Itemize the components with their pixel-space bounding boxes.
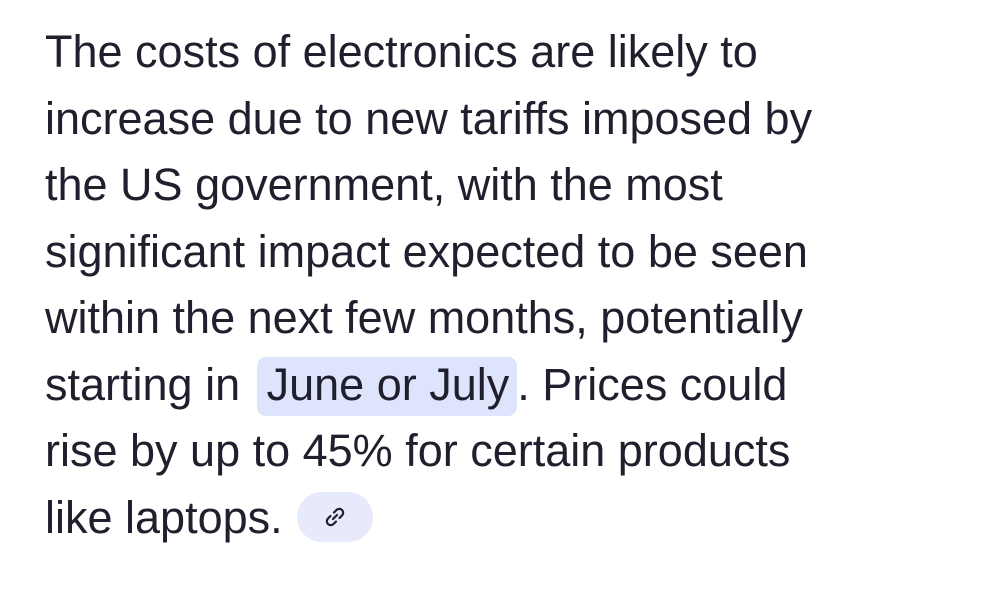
- source-link-chip[interactable]: [296, 491, 373, 542]
- text-line: within the next few months, potentially: [45, 292, 803, 343]
- text-line: The costs of electronics are likely to: [45, 26, 758, 77]
- text-line: rise by up to 45% for certain products: [45, 425, 791, 476]
- answer-paragraph: The costs of electronics are likely to i…: [45, 19, 812, 551]
- text-line: significant impact expected to be seen: [45, 225, 808, 277]
- text-line: increase due to new tariffs imposed by: [45, 92, 813, 144]
- link-icon: [325, 507, 344, 526]
- text-line: the US government, with the most: [45, 159, 723, 210]
- text-line: like laptops.: [45, 485, 812, 552]
- highlighted-text: June or July: [256, 356, 518, 416]
- text-line: starting in June or July. Prices could: [45, 352, 812, 419]
- text-segment: starting in: [45, 358, 253, 410]
- text-segment: . Prices could: [517, 358, 788, 410]
- text-segment: like laptops.: [45, 491, 283, 543]
